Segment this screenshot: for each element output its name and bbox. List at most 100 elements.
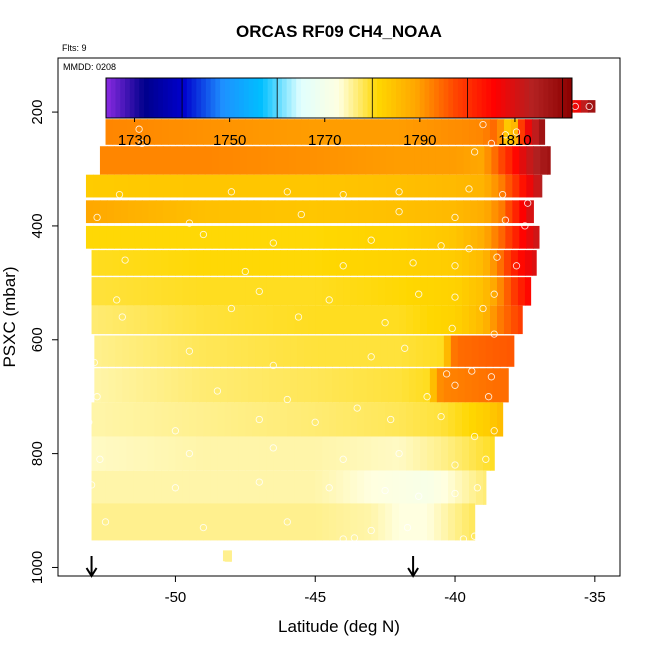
heatmap-cell [371,402,379,437]
heatmap-cell [281,146,290,175]
heatmap-cell [415,335,424,367]
sample-point [199,523,208,532]
sample-point [465,245,473,253]
heatmap-cell [399,305,407,335]
heatmap-cell [295,174,304,198]
heatmap-cell [260,200,269,224]
sample-point [138,139,146,148]
heatmap-cell [503,250,512,276]
heatmap-cell [339,368,347,403]
heatmap-cell [255,368,263,403]
sample-point [451,293,459,301]
heatmap-cell [190,200,199,224]
colorbar-segment [348,78,354,118]
heatmap-cell [126,503,135,541]
heatmap-cell [448,436,456,471]
heatmap-cell [491,200,499,224]
colorbar-segment [234,78,240,118]
heatmap-cell [199,335,207,367]
heatmap-cell [245,277,253,306]
heatmap-cell [483,305,491,335]
heatmap-cell [315,119,323,145]
heatmap-cell [357,119,365,145]
heatmap-cell [302,146,311,175]
heatmap-cell [364,119,372,145]
heatmap-cell [302,225,311,249]
heatmap-cell [112,402,121,437]
heatmap-cell [385,277,393,306]
heatmap-cell [442,200,451,224]
heatmap-cell [323,225,332,249]
heatmap-cell [203,436,211,471]
heatmap-cell [182,119,191,145]
heatmap-cell [182,503,191,541]
heatmap-cell [147,503,156,541]
sample-point [185,449,194,458]
heatmap-cell [323,174,332,198]
heatmap-cell [464,335,473,367]
heatmap-cell [400,200,409,224]
heatmap-cell [224,402,232,437]
heatmap-cell [106,174,115,198]
heatmap-cell [371,305,379,335]
heatmap-cell [315,503,323,541]
heatmap-cell [273,250,281,276]
heatmap-cell [308,305,316,335]
heatmap-cell [91,503,100,541]
heatmap-cell [343,402,351,437]
heatmap-cell [343,250,351,276]
heatmap-cell [329,436,337,471]
heatmap-cell [140,250,149,276]
heatmap-cell [469,119,477,145]
heatmap-cell [155,225,164,249]
heatmap-cell [148,200,157,224]
heatmap-cell [322,503,330,541]
heatmap-cell [496,250,505,276]
heatmap-cell [248,335,256,367]
heatmap-cell [203,470,211,505]
heatmap-cell [225,146,234,175]
heatmap-cell [526,174,534,198]
colorbar-segment [377,78,383,118]
heatmap-cell [315,470,323,505]
heatmap-cell [476,305,484,335]
heatmap-cell [483,277,491,306]
heatmap-cell [119,470,128,505]
sample-point [473,484,482,492]
heatmap-cell [336,503,344,541]
heatmap-cell [371,119,379,145]
colorbar-segment [405,78,411,118]
heatmap-cell [122,368,130,403]
heatmap-cell [399,470,407,505]
heatmap-cell [225,174,234,198]
heatmap-cell [112,277,121,306]
sample-point [367,526,375,535]
heatmap-cell [470,200,478,224]
x-tick-label: -50 [165,589,187,606]
colorbar-segment [372,78,378,118]
heatmap-cell [379,174,388,198]
heatmap-cell [287,402,295,437]
sample-point [269,361,277,370]
colorbar-segment [567,78,573,118]
heatmap-cell [182,402,191,437]
heatmap-cell [386,225,395,249]
heatmap-cell [281,174,290,198]
sample-point [381,486,389,495]
heatmap-cell [540,174,543,198]
chart-title: ORCAS RF09 CH4_NOAA [236,22,442,41]
heatmap-cell [91,436,100,471]
heatmap-cell [231,119,239,145]
colorbar: 1730 1750 1770 1790 1810 [105,77,573,149]
heatmap-cell [234,335,242,367]
heatmap-cell [213,368,221,403]
heatmap-cell [253,146,262,175]
heatmap-cell [378,250,386,276]
heatmap-cell [259,402,267,437]
heatmap-cell [259,503,267,541]
y-axis-label: PSXC (mbar) [0,266,19,367]
heatmap-cell [379,225,388,249]
sample-point [493,253,501,261]
sample-points [85,102,593,569]
heatmap-cell [196,119,204,145]
